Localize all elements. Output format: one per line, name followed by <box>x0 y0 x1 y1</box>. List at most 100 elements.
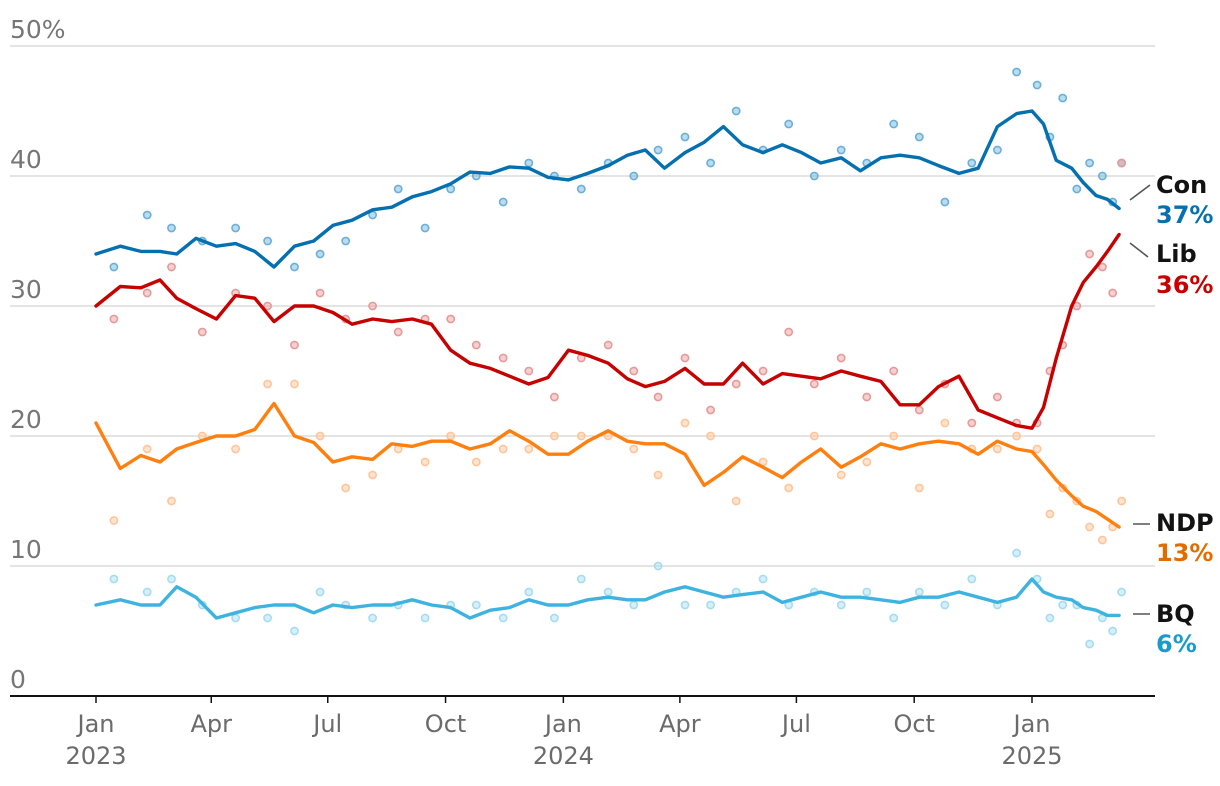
poll-point-con <box>809 171 819 181</box>
poll-point-con <box>498 197 508 207</box>
x-tick-label: Jan <box>543 710 582 738</box>
poll-point-con <box>290 262 299 272</box>
x-tick-label: Apr <box>190 710 232 738</box>
poll-point-con <box>836 145 846 155</box>
poll-point-ndp <box>576 431 586 441</box>
poll-point-lib <box>1098 262 1107 272</box>
trend-line-con <box>94 109 1121 269</box>
poll-point-lib <box>967 418 977 428</box>
poll-point-con <box>420 223 430 233</box>
poll-point-bq <box>889 613 899 623</box>
poll-point-ndp <box>993 444 1002 454</box>
poll-points <box>109 67 1126 649</box>
poll-point-lib <box>629 366 639 376</box>
trend-line-ndp <box>94 401 1121 529</box>
poll-point-ndp <box>629 444 639 454</box>
poll-point-con <box>231 223 240 233</box>
poll-point-con <box>914 132 924 142</box>
poll-point-lib <box>889 366 899 376</box>
poll-point-bq <box>967 574 977 584</box>
poll-point-lib <box>290 340 299 350</box>
poll-point-ndp <box>471 457 481 467</box>
poll-point-bq <box>576 574 586 584</box>
series-value-lib: 36% <box>1156 271 1213 299</box>
poll-point-bq <box>368 613 377 623</box>
series-name-con: Con <box>1156 171 1207 199</box>
poll-point-ndp <box>836 470 846 480</box>
poll-point-ndp <box>1085 522 1094 532</box>
y-tick-label: 10 <box>10 535 42 564</box>
poll-point-bq <box>524 587 534 597</box>
poll-point-ndp <box>167 496 176 506</box>
poll-point-bq <box>315 587 325 597</box>
poll-point-lib <box>603 340 613 350</box>
poll-point-lib <box>758 366 768 376</box>
poll-point-lib <box>680 353 690 363</box>
poll-point-con <box>1072 184 1082 194</box>
poll-point-lib <box>706 405 715 415</box>
series-value-con: 37% <box>1156 201 1213 229</box>
poll-point-bq <box>1108 626 1118 636</box>
poll-point-bq <box>167 574 176 584</box>
poll-point-lib <box>315 288 325 298</box>
x-tick-label: Jan <box>76 710 115 738</box>
poll-point-bq <box>706 600 715 610</box>
y-tick-label: 0 <box>10 665 26 694</box>
poll-point-bq <box>1085 639 1094 649</box>
x-tick-label: Jan <box>1012 710 1051 738</box>
poll-point-lib <box>109 314 119 324</box>
poll-point-bq <box>498 613 508 623</box>
poll-point-con <box>940 197 950 207</box>
x-tick-label: Jul <box>311 710 342 738</box>
poll-point-bq <box>680 600 690 610</box>
poll-point-bq <box>836 600 846 610</box>
poll-point-lib <box>993 392 1002 402</box>
poll-point-ndp <box>341 483 351 493</box>
poll-point-con <box>653 145 663 155</box>
poll-point-ndp <box>109 516 119 525</box>
poll-point-ndp <box>889 431 899 441</box>
poll-point-ndp <box>550 431 559 441</box>
poll-point-ndp <box>680 418 690 428</box>
y-tick-label: 20 <box>10 405 42 434</box>
poll-point-bq <box>1058 600 1068 610</box>
poll-point-lib <box>1108 288 1118 298</box>
poll-point-lib <box>167 262 176 272</box>
poll-point-ndp <box>731 496 741 506</box>
x-tick-year: 2023 <box>65 742 126 770</box>
poll-point-con <box>341 236 351 246</box>
poll-point-bq <box>1045 613 1055 623</box>
poll-point-con <box>524 158 534 168</box>
poll-point-lib <box>471 340 481 350</box>
poll-point-ndp <box>231 444 240 454</box>
poll-point-con <box>109 262 119 272</box>
trend-lines <box>94 109 1121 620</box>
leader-line-con <box>1129 184 1151 201</box>
poll-point-ndp <box>809 431 819 441</box>
x-tick-label: Oct <box>425 710 467 738</box>
poll-point-lib <box>550 392 559 402</box>
poll-point-ndp <box>1117 496 1126 506</box>
poll-point-con <box>889 119 899 129</box>
poll-point-bq <box>914 587 924 597</box>
poll-point-con <box>629 171 639 181</box>
poll-point-lib <box>524 366 534 376</box>
poll-point-ndp <box>315 431 325 441</box>
poll-point-bq <box>940 600 950 610</box>
series-value-bq: 6% <box>1156 630 1197 658</box>
poll-point-bq <box>603 587 613 597</box>
poll-point-bq <box>758 574 768 584</box>
series-value-ndp: 13% <box>1156 539 1213 567</box>
leader-line-lib <box>1129 242 1149 258</box>
poll-point-bq <box>1012 548 1021 558</box>
poll-point-bq <box>142 587 152 597</box>
poll-point-bq <box>629 600 639 610</box>
poll-point-bq <box>290 626 299 636</box>
series-name-bq: BQ <box>1156 600 1195 628</box>
poll-point-bq <box>420 613 430 623</box>
poll-point-ndp <box>784 483 794 493</box>
poll-point-lib <box>1117 158 1126 168</box>
poll-point-ndp <box>1045 509 1055 519</box>
poll-point-lib <box>862 392 872 402</box>
